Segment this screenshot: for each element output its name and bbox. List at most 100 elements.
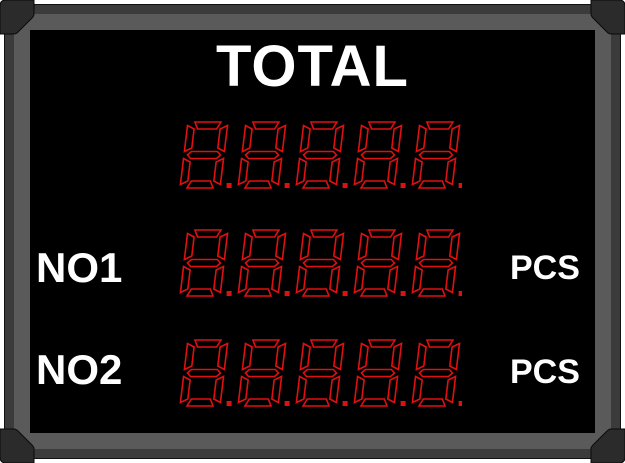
digit-segment bbox=[411, 375, 423, 404]
digit-segment bbox=[183, 342, 195, 371]
seven-segment-digit bbox=[295, 339, 348, 407]
seven-segment-digit bbox=[179, 121, 232, 189]
digit-segment bbox=[212, 157, 225, 186]
seven-segment-digit bbox=[295, 121, 348, 189]
decimal-point bbox=[400, 291, 406, 296]
digit-segment bbox=[274, 342, 287, 371]
digit-segment bbox=[295, 157, 307, 186]
digit-segment bbox=[415, 342, 427, 371]
seven-segment-digit bbox=[411, 339, 462, 407]
digit-segment bbox=[301, 288, 331, 297]
digit-segment bbox=[367, 121, 397, 130]
digit-segment bbox=[418, 258, 454, 268]
digit-segment bbox=[444, 157, 457, 186]
digit-segment bbox=[216, 124, 229, 153]
digit-segment bbox=[270, 375, 283, 404]
digit-segment bbox=[186, 368, 222, 378]
unit-label-no2: PCS bbox=[510, 353, 580, 391]
decimal-point bbox=[458, 291, 462, 296]
digit-segment bbox=[301, 398, 331, 407]
digit-segment bbox=[301, 180, 331, 189]
digit-segment bbox=[193, 121, 223, 130]
digit-segment bbox=[241, 124, 253, 153]
digit-segment bbox=[237, 265, 249, 294]
seven-segment-digit bbox=[353, 339, 406, 407]
digit-segment bbox=[185, 180, 215, 189]
decimal-point bbox=[342, 183, 348, 188]
digit-segment bbox=[411, 265, 423, 294]
digit-segment bbox=[353, 265, 365, 294]
digit-segment bbox=[386, 265, 399, 294]
seven-segment-digit bbox=[353, 229, 406, 297]
row-label-no2: NO2 bbox=[36, 346, 123, 393]
digit-segment bbox=[186, 258, 222, 268]
digit-segment bbox=[251, 121, 281, 130]
digit-segment bbox=[328, 265, 341, 294]
digit-segment bbox=[309, 121, 339, 130]
digit-segment bbox=[411, 157, 423, 186]
digit-segment bbox=[417, 180, 447, 189]
digit-display-total bbox=[172, 118, 462, 194]
decimal-point bbox=[284, 291, 290, 296]
digit-segment bbox=[390, 232, 403, 261]
digit-segment bbox=[328, 157, 341, 186]
digit-segment bbox=[270, 157, 283, 186]
decimal-point bbox=[458, 183, 462, 188]
digit-segment bbox=[237, 157, 249, 186]
digit-segment bbox=[299, 124, 311, 153]
digit-segment bbox=[309, 229, 339, 238]
digit-segment bbox=[295, 265, 307, 294]
digit-segment bbox=[359, 288, 389, 297]
digit-segment bbox=[425, 121, 455, 130]
digit-segment bbox=[367, 339, 397, 348]
digit-segment bbox=[186, 150, 222, 160]
digit-segment bbox=[302, 150, 338, 160]
decimal-point bbox=[400, 401, 406, 406]
digit-segment bbox=[251, 229, 281, 238]
digit-segment bbox=[212, 375, 225, 404]
digit-segment bbox=[357, 124, 369, 153]
digit-segment bbox=[179, 157, 191, 186]
digit-segment bbox=[353, 375, 365, 404]
decimal-point bbox=[226, 291, 232, 296]
digit-segment bbox=[360, 368, 396, 378]
digit-segment bbox=[244, 368, 280, 378]
seven-segment-digit bbox=[237, 121, 290, 189]
digit-segment bbox=[359, 180, 389, 189]
digit-segment bbox=[179, 375, 191, 404]
digit-segment bbox=[357, 232, 369, 261]
digit-segment bbox=[185, 288, 215, 297]
digit-segment bbox=[251, 339, 281, 348]
unit-label-no1: PCS bbox=[510, 249, 580, 287]
digit-segment bbox=[299, 342, 311, 371]
digit-segment bbox=[274, 124, 287, 153]
digit-display-no1 bbox=[172, 226, 462, 302]
digit-segment bbox=[357, 342, 369, 371]
seven-segment-digit bbox=[411, 229, 462, 297]
digit-segment bbox=[390, 124, 403, 153]
decimal-point bbox=[284, 401, 290, 406]
decimal-point bbox=[226, 183, 232, 188]
digit-segment bbox=[179, 265, 191, 294]
digit-segment bbox=[243, 180, 273, 189]
seven-segment-digit bbox=[353, 121, 406, 189]
decimal-point bbox=[284, 183, 290, 188]
digit-segment bbox=[359, 398, 389, 407]
digit-segment bbox=[360, 258, 396, 268]
digit-segment bbox=[302, 258, 338, 268]
digit-segment bbox=[425, 229, 455, 238]
digit-segment bbox=[241, 232, 253, 261]
digit-segment bbox=[448, 342, 461, 371]
row-label-no1: NO1 bbox=[36, 244, 123, 291]
digit-display-no2 bbox=[172, 336, 462, 412]
digit-segment bbox=[274, 232, 287, 261]
corner-bracket-bottom-left bbox=[0, 419, 44, 463]
seven-segment-digit bbox=[237, 229, 290, 297]
digit-segment bbox=[270, 265, 283, 294]
digit-segment bbox=[360, 150, 396, 160]
digit-segment bbox=[241, 342, 253, 371]
digit-segment bbox=[417, 288, 447, 297]
digit-segment bbox=[212, 265, 225, 294]
digit-segment bbox=[444, 375, 457, 404]
